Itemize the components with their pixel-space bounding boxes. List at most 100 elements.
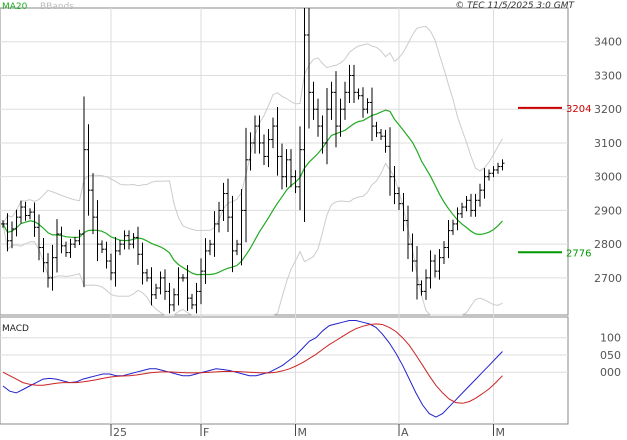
ohlc-bar <box>172 288 176 312</box>
ohlc-bar <box>460 202 464 219</box>
ohlc-bar <box>401 193 406 232</box>
ohlc-bar <box>397 187 401 211</box>
ohlc-bar <box>127 230 131 250</box>
ohlc-bar <box>365 98 370 114</box>
macd-gridlines <box>0 337 568 373</box>
ohlc-bar <box>293 170 298 194</box>
ohlc-bar <box>212 211 217 257</box>
ohlc-bar <box>379 129 383 140</box>
ohlc-bar <box>280 143 284 190</box>
ohlc-bar <box>325 87 329 165</box>
ohlc-bar <box>109 253 113 281</box>
ohlc-bar <box>316 98 320 137</box>
ohlc-bar <box>370 87 374 141</box>
ma20-line <box>2 109 503 276</box>
ohlc-bar <box>298 126 302 211</box>
ohlc-bar <box>433 254 437 278</box>
price-levels: 3204 2776 <box>518 104 591 259</box>
time-axis: 25 F M A M <box>110 424 506 439</box>
ohlc-bar <box>23 201 28 221</box>
bb-lower-line <box>2 162 503 316</box>
copyright-text: © TEC 11/5/2025 3:0 GMT <box>455 1 575 11</box>
ohlc-bar <box>455 207 460 231</box>
ohlc-bar <box>140 242 145 285</box>
ohlc-bar <box>14 209 19 237</box>
ohlc-bar <box>46 253 50 288</box>
ohlc-bar <box>451 219 455 235</box>
macd-tick-label: 050 <box>600 349 621 362</box>
ohlc-bar <box>10 221 14 249</box>
ohlc-bar <box>442 241 446 265</box>
ohlc-bar <box>289 149 293 188</box>
price-tick-label: 3100 <box>594 137 622 150</box>
price-panel <box>0 7 569 316</box>
price-tick-label: 2700 <box>594 272 622 285</box>
ohlc-bar <box>154 283 158 300</box>
ohlc-bar <box>68 238 73 258</box>
ohlc-bar <box>41 237 46 273</box>
ohlc-bar <box>374 121 379 138</box>
price-tick-label: 3200 <box>594 103 622 116</box>
ohlc-bar <box>469 193 473 217</box>
ohlc-bar <box>410 233 415 272</box>
ohlc-bar <box>136 226 140 265</box>
ohlc-bar <box>262 134 266 165</box>
ohlc-bar <box>302 8 307 222</box>
ohlc-bar <box>185 265 190 311</box>
price-gridlines <box>0 41 568 279</box>
ohlc-bar <box>122 230 127 250</box>
macd-tick-label: 000 <box>600 366 621 379</box>
legend-ma20: MA20 <box>2 2 28 12</box>
macd-series-line <box>2 323 503 404</box>
ohlc-bar <box>149 267 154 306</box>
ohlc-bar <box>167 282 172 314</box>
ohlc-bar <box>334 71 338 148</box>
ohlc-bar <box>415 246 419 300</box>
legend: MA20 BBands <box>2 2 74 12</box>
x-tick-label: F <box>203 426 209 439</box>
x-tick-label: M <box>496 426 506 439</box>
ohlc-bar <box>194 282 199 314</box>
ohlc-bar <box>91 173 95 235</box>
ohlc-bar <box>478 183 482 207</box>
price-tick-label: 2800 <box>594 238 622 251</box>
legend-bbands: BBands <box>40 2 74 12</box>
ohlc-bar <box>235 239 239 256</box>
ohlc-bar <box>343 81 347 120</box>
ohlc-bar <box>482 168 487 199</box>
ohlc-bar <box>113 237 118 287</box>
ohlc-bar <box>28 208 32 220</box>
ohlc-bar <box>352 64 356 103</box>
macd-series-line <box>2 320 503 418</box>
ohlc-bar <box>199 258 203 305</box>
ohlc-bar <box>203 238 208 284</box>
ohlc-bar <box>50 244 55 291</box>
level-label: 3204 <box>566 104 591 115</box>
ohlc-bar <box>1 220 5 228</box>
ohlc-bar <box>392 166 397 205</box>
ohlc-bar <box>338 98 343 137</box>
ohlc-bar <box>131 233 136 249</box>
ohlc-bar <box>244 127 248 243</box>
ohlc-bar <box>320 115 325 154</box>
ohlc-bar <box>347 64 352 103</box>
price-tick-label: 3000 <box>594 171 622 184</box>
price-tick-label: 3400 <box>594 36 622 49</box>
ohlc-bar <box>226 178 230 233</box>
ohlc-bar <box>239 189 244 266</box>
ohlc-bar <box>329 81 334 120</box>
ohlc-bar <box>37 214 41 261</box>
ohlc-bar <box>118 239 122 256</box>
x-tick-label: 25 <box>113 426 127 439</box>
ohlc-bar <box>311 81 316 120</box>
ohlc-bar <box>496 162 500 174</box>
macd-tick-label: 100 <box>600 332 621 345</box>
ohlc-bar <box>248 132 253 171</box>
ohlc-bar <box>86 124 91 216</box>
ohlc-bar <box>491 166 496 178</box>
ohlc-bar <box>257 115 262 154</box>
ohlc-bar <box>59 226 64 254</box>
ohlc-bar <box>208 239 212 256</box>
ohlc-bar <box>464 196 469 212</box>
